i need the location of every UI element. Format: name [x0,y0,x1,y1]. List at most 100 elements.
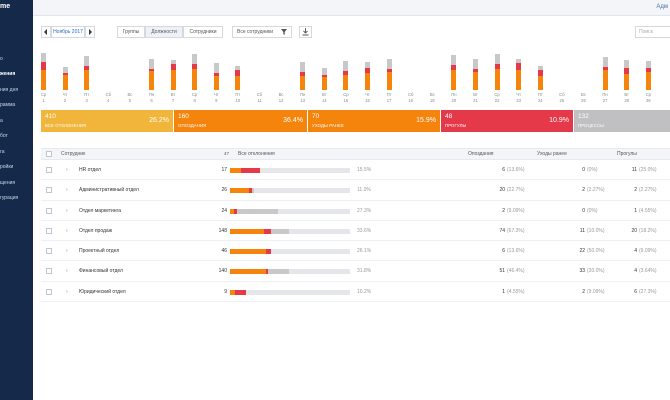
summary-card[interactable]: 70 УХОДЫ РАНЕЕ 15.9% [308,110,440,132]
expand-icon[interactable]: › [66,207,68,214]
sidebar-item[interactable]: гурация [0,195,19,201]
day-of-week-label: Вт [322,92,327,97]
day-bar[interactable] [451,55,457,90]
day-bar[interactable] [602,57,608,90]
sidebar-item[interactable]: о [0,55,3,62]
header-early[interactable]: Уходы ранее [537,151,567,157]
sidebar-item[interactable]: щения [0,179,16,186]
deviation-bar [230,249,350,255]
user-menu[interactable]: Адм [656,4,668,10]
expand-icon[interactable]: › [66,248,68,255]
day-bar[interactable] [645,61,651,90]
row-checkbox[interactable] [46,248,52,255]
day-bar[interactable] [62,67,68,90]
table-row[interactable]: › Административный отдел 26 11.0% 20 (22.7%) 2… [41,180,670,201]
day-bar[interactable] [149,59,154,90]
sidebar-item[interactable]: бот [0,133,8,139]
next-month-button[interactable] [85,26,95,38]
header-all[interactable]: Все отклонения [238,151,275,157]
table-row[interactable]: › Юридический отдел 9 10.2% 1 (4.55%) 2 (9.09%)… [41,282,670,303]
sidebar-item[interactable]: ния дня [0,86,19,93]
sidebar-item[interactable]: жения [0,71,16,77]
day-bar[interactable] [170,60,176,90]
header-truancy[interactable]: Прогулы [617,151,637,157]
sidebar-item[interactable]: га [0,148,5,155]
day-bar[interactable] [41,53,46,90]
day-bar[interactable] [343,61,349,90]
expand-icon[interactable]: › [66,268,68,275]
expand-icon[interactable]: › [66,167,68,173]
summary-card[interactable]: 48 ПРОГУЛЫ 10.9% [441,110,573,132]
search-input[interactable]: Поиск [635,26,670,38]
prev-month-button[interactable] [41,26,51,38]
day-number-label: 1 [42,98,45,103]
day-bar[interactable] [321,68,327,90]
table-row[interactable]: › Финансовый отдел 140 31.8% 51 (46.4%) 33 (30.… [41,261,670,282]
table-row[interactable]: › Отдел маркетинга 24 27.3% 2 (9.09%) 0 (0%) 1 (4… [41,201,670,221]
day-bar[interactable] [365,62,370,90]
download-button[interactable] [299,26,312,38]
header-late[interactable]: Опоздания [468,151,494,157]
summary-card[interactable]: 160 ОПОЗДАНИЯ 36.4% [174,110,307,132]
day-number-label: 22 [494,98,500,103]
table-row[interactable]: › HR отдел 17 15.5% 6 (13.6%) 0 (0%) 11 (25.0%) [41,160,670,181]
app-logo: me [0,3,11,10]
filter-icon [281,29,287,35]
day-bar[interactable] [386,59,392,90]
daily-deviation-chart: Ср 1 Чт 2 Пт 3 Сб 4 Вс 5 Пн 6 Вт 7 Ср 8 Чт 9 Пт 10 Сб 11 Вс 12 П… [41,48,670,104]
day-bar[interactable] [84,56,90,90]
bar-segment-late [537,76,543,90]
row-checkbox[interactable] [46,207,52,214]
late-percent: (13.6%) [507,248,525,255]
employee-filter-dropdown[interactable]: Все сотрудники [232,26,292,38]
summary-card[interactable]: 410 ВСЕ ОТКЛОНЕНИЯ 26.2% [41,110,173,132]
day-bar[interactable] [300,62,306,90]
row-checkbox[interactable] [46,187,52,194]
day-bar[interactable] [624,60,630,90]
deviation-total: 24 [221,207,227,214]
bar-segment-late [192,69,198,90]
day-of-week-label: Вс [429,92,435,97]
sidebar-item[interactable]: рамма [0,102,16,108]
row-checkbox[interactable] [46,167,52,173]
day-bar[interactable] [473,59,478,90]
expand-icon[interactable]: › [66,227,68,234]
day-of-week-label: Сб [256,92,263,97]
day-bar[interactable] [537,66,543,90]
bar-segment-late [62,75,68,90]
deviation-bar [230,188,350,194]
table-row[interactable]: › Отдел продаж 148 33.6% 74 (67.3%) 11 (10.0%) 2… [41,221,670,242]
tab-employees[interactable]: Сотрудники [183,26,223,38]
early-percent: (0%) [587,207,598,214]
sidebar-item[interactable]: а [0,117,3,124]
row-checkbox[interactable] [46,288,52,295]
table-header: Сотрудник 47 Все отклонения Опоздания Ух… [41,148,670,160]
row-checkbox[interactable] [46,227,52,234]
bar-late [230,269,266,275]
header-employee[interactable]: Сотрудник [61,151,86,157]
expand-icon[interactable]: › [66,187,68,194]
sidebar-item[interactable] [0,36,33,52]
bar-segment-gray [235,66,241,70]
truancy-count: 2 [634,187,637,194]
select-all-checkbox[interactable] [46,151,52,157]
day-bar[interactable] [516,59,522,90]
day-bar[interactable] [213,63,219,90]
day-number-label: 15 [343,98,349,103]
month-picker[interactable]: Ноябрь 2017 [51,26,85,38]
summary-card[interactable]: 132 ПРОЦЕССЫ [574,110,670,132]
tab-groups[interactable]: Группы [117,26,145,38]
row-checkbox[interactable] [46,268,52,275]
table-row[interactable]: › Проектный отдел 46 26.1% 6 (13.6%) 22 (50.0%)… [41,241,670,262]
sidebar-item[interactable]: ройки [0,164,14,170]
day-bar[interactable] [235,66,241,90]
deviation-total: 26 [221,187,227,194]
early-percent: (2.27%) [587,187,605,194]
expand-icon[interactable]: › [66,288,68,295]
truancy-count: 4 [634,268,637,275]
tab-positions[interactable]: Должности [145,26,183,38]
truancy-percent: (18.2%) [639,227,657,234]
day-of-week-label: Вс [581,92,586,97]
day-bar[interactable] [494,54,500,90]
day-bar[interactable] [192,54,198,90]
